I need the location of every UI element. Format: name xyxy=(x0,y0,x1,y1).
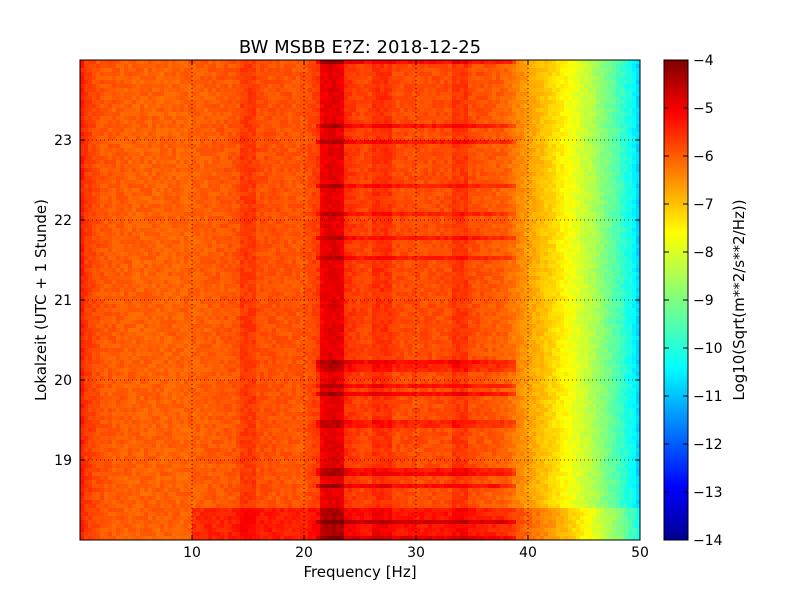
colorbar-tick-label: −4 xyxy=(693,53,714,69)
y-tick-label: 21 xyxy=(54,293,72,309)
spectrogram-heatmap xyxy=(80,60,640,540)
colorbar-tick-label: −14 xyxy=(693,533,723,549)
colorbar-tick-label: −9 xyxy=(693,293,714,309)
y-tick-label: 23 xyxy=(54,133,72,149)
colorbar-tick-label: −6 xyxy=(693,149,714,165)
y-axis-label: Lokalzeit (UTC + 1 Stunde) xyxy=(32,199,50,401)
colorbar-ticks: −4 −5 −6 −7 −8 −9 −10 −11 −12 −13 −14 xyxy=(664,53,723,549)
x-tick-label: 50 xyxy=(631,545,649,561)
x-tick-label: 20 xyxy=(295,545,313,561)
y-tick-label: 20 xyxy=(54,373,72,389)
y-tick-label: 22 xyxy=(54,213,72,229)
colorbar-tick-label: −7 xyxy=(693,197,714,213)
colorbar-tick-label: −11 xyxy=(693,389,723,405)
grid-lines xyxy=(80,60,640,540)
chart-title: BW MSBB E?Z: 2018-12-25 xyxy=(239,37,481,58)
colorbar-label: Log10(Sqrt(m**2/s**2/Hz)) xyxy=(730,199,748,400)
x-axis-label: Frequency [Hz] xyxy=(303,563,416,581)
x-axis-ticks: 10 20 30 40 50 xyxy=(183,60,649,561)
x-tick-label: 40 xyxy=(519,545,537,561)
y-axis-ticks: 19 20 21 22 23 xyxy=(54,133,640,469)
colorbar-tick-label: −12 xyxy=(693,437,723,453)
colorbar-tick-label: −5 xyxy=(693,101,714,117)
colorbar-tick-label: −10 xyxy=(693,341,723,357)
x-tick-label: 30 xyxy=(407,545,425,561)
y-tick-label: 19 xyxy=(54,453,72,469)
colorbar-tick-label: −8 xyxy=(693,245,714,261)
colorbar-tick-label: −13 xyxy=(693,485,723,501)
x-tick-label: 10 xyxy=(183,545,201,561)
